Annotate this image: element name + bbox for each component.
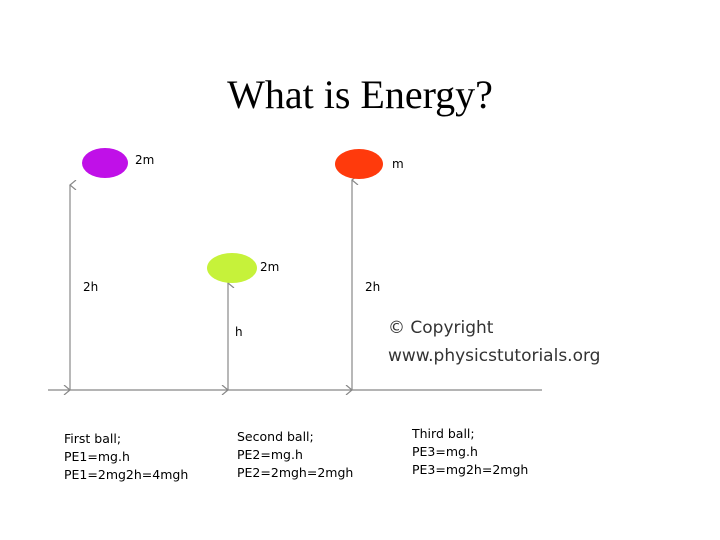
- height-label: 2h: [83, 280, 98, 294]
- note: PE2=mg.h: [237, 447, 303, 462]
- mass-label: m: [392, 157, 404, 171]
- note: PE3=mg.h: [412, 444, 478, 459]
- ball: [207, 253, 257, 283]
- note: PE2=2mgh=2mgh: [237, 465, 353, 480]
- note: Third ball;: [411, 426, 475, 441]
- note: Second ball;: [237, 429, 314, 444]
- note: PE1=2mg2h=4mgh: [64, 467, 188, 482]
- note: First ball;: [64, 431, 121, 446]
- ball: [82, 148, 128, 178]
- website: www.physicstutorials.org: [388, 346, 600, 366]
- mass-label: 2m: [135, 153, 154, 167]
- copyright: © Copyright: [388, 318, 494, 338]
- mass-label: 2m: [260, 260, 279, 274]
- height-label: h: [235, 325, 243, 339]
- note: PE3=mg2h=2mgh: [412, 462, 528, 477]
- ball: [335, 149, 383, 179]
- height-label: 2h: [365, 280, 380, 294]
- note: PE1=mg.h: [64, 449, 130, 464]
- title: What is Energy?: [227, 72, 493, 117]
